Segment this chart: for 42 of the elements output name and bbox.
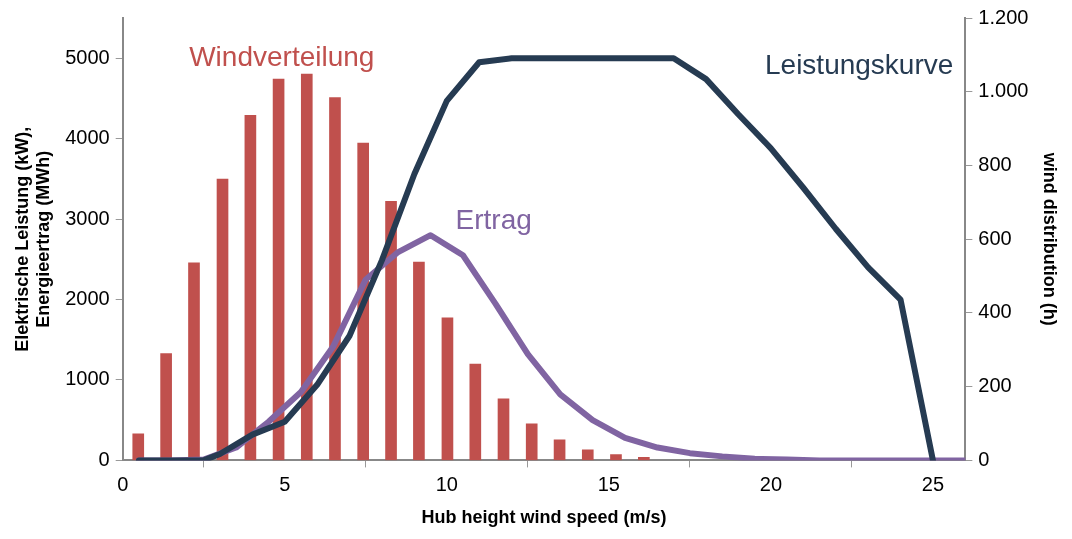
bar: [357, 142, 369, 461]
y-tick-label: 1000: [65, 367, 110, 390]
y-tick-label: 4000: [65, 126, 110, 149]
x-axis-title: Hub height wind speed (m/s): [421, 507, 667, 528]
y2-tick-label: 1.000: [978, 79, 1029, 102]
x-tick-label: 15: [597, 472, 620, 495]
y-tick-label: 2000: [65, 287, 110, 310]
bar: [413, 261, 425, 461]
bar: [441, 317, 454, 461]
y2-tick-label: 0: [978, 447, 990, 470]
bar: [244, 115, 257, 461]
y2-tick-label: 800: [978, 152, 1012, 175]
series-label: Ertrag: [455, 203, 532, 235]
bar: [638, 457, 650, 461]
y-axis-title: Elektrische Leistung (kW), Energieertrag (MWh): [11, 126, 54, 352]
x-tick-label: 5: [279, 472, 291, 495]
bar: [525, 423, 538, 461]
bar: [497, 398, 510, 461]
series-label: Leistungskurve: [765, 48, 954, 80]
bar: [553, 439, 566, 461]
y2-tick-label: 1.200: [978, 5, 1029, 28]
x-tick-label: 10: [435, 472, 458, 495]
y2-axis-title: wind distribution (h): [1040, 151, 1061, 326]
bar: [385, 200, 397, 461]
y-tick-label: 5000: [65, 45, 110, 68]
bar: [216, 178, 229, 461]
bar: [469, 363, 482, 461]
y2-tick-label: 600: [978, 226, 1012, 249]
x-tick-label: 25: [921, 472, 945, 495]
x-tick-label: 20: [759, 472, 783, 495]
x-tick-label: 0: [117, 472, 129, 495]
bar: [610, 454, 622, 461]
y2-tick-label: 200: [978, 374, 1012, 397]
bar: [272, 78, 285, 461]
y2-tick-label: 400: [978, 300, 1012, 323]
y-tick-label: 3000: [65, 206, 110, 229]
bar: [132, 433, 145, 461]
series-label: Windverteilung: [189, 40, 375, 72]
bar: [329, 97, 341, 461]
y-tick-label: 0: [98, 447, 110, 470]
bar: [300, 73, 313, 461]
bar: [581, 449, 594, 461]
